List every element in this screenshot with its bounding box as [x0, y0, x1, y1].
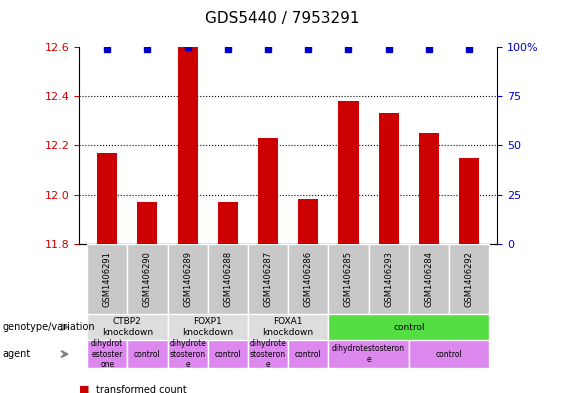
Text: GDS5440 / 7953291: GDS5440 / 7953291	[205, 11, 360, 26]
FancyBboxPatch shape	[248, 244, 288, 314]
FancyBboxPatch shape	[328, 244, 368, 314]
Text: transformed count: transformed count	[96, 385, 187, 393]
Bar	[298, 199, 318, 244]
Text: control: control	[134, 350, 161, 358]
Text: GSM1406284: GSM1406284	[424, 251, 433, 307]
Bar	[379, 114, 399, 244]
Text: GSM1406290: GSM1406290	[143, 251, 152, 307]
FancyBboxPatch shape	[408, 244, 449, 314]
Text: GSM1406287: GSM1406287	[263, 251, 272, 307]
FancyBboxPatch shape	[127, 244, 168, 314]
Text: GSM1406288: GSM1406288	[223, 251, 232, 307]
FancyBboxPatch shape	[328, 340, 408, 368]
FancyBboxPatch shape	[248, 340, 288, 368]
Bar	[218, 202, 238, 244]
Text: dihydrot
estoster
one: dihydrot estoster one	[91, 339, 123, 369]
FancyBboxPatch shape	[288, 244, 328, 314]
Text: GSM1406285: GSM1406285	[344, 251, 353, 307]
Text: GSM1406291: GSM1406291	[103, 251, 112, 307]
FancyBboxPatch shape	[127, 340, 168, 368]
FancyBboxPatch shape	[168, 314, 248, 340]
Bar	[419, 133, 439, 244]
FancyBboxPatch shape	[208, 244, 248, 314]
Text: GSM1406292: GSM1406292	[464, 251, 473, 307]
FancyBboxPatch shape	[87, 314, 168, 340]
Text: FOXP1
knockdown: FOXP1 knockdown	[182, 318, 233, 337]
FancyBboxPatch shape	[208, 340, 248, 368]
Bar	[338, 101, 359, 244]
Text: FOXA1
knockdown: FOXA1 knockdown	[263, 318, 314, 337]
FancyBboxPatch shape	[168, 244, 208, 314]
Text: control: control	[393, 323, 424, 332]
FancyBboxPatch shape	[248, 314, 328, 340]
FancyBboxPatch shape	[87, 244, 127, 314]
Bar	[177, 47, 198, 244]
FancyBboxPatch shape	[449, 244, 489, 314]
Bar	[258, 138, 278, 244]
Text: control: control	[215, 350, 241, 358]
Text: agent: agent	[3, 349, 31, 359]
Text: dihydrote
stosteron
e: dihydrote stosteron e	[250, 339, 286, 369]
Bar	[459, 158, 479, 244]
Text: dihydrote
stosteron
e: dihydrote stosteron e	[169, 339, 206, 369]
Text: CTBP2
knockdown: CTBP2 knockdown	[102, 318, 153, 337]
FancyBboxPatch shape	[168, 340, 208, 368]
FancyBboxPatch shape	[368, 244, 408, 314]
FancyBboxPatch shape	[328, 314, 489, 340]
Text: genotype/variation: genotype/variation	[3, 322, 95, 332]
Text: GSM1406293: GSM1406293	[384, 251, 393, 307]
Text: control: control	[436, 350, 462, 358]
FancyBboxPatch shape	[288, 340, 328, 368]
Text: GSM1406289: GSM1406289	[183, 251, 192, 307]
Bar	[137, 202, 158, 244]
Text: GSM1406286: GSM1406286	[304, 251, 313, 307]
Text: control: control	[295, 350, 321, 358]
Bar	[97, 153, 118, 244]
FancyBboxPatch shape	[408, 340, 489, 368]
Text: dihydrotestosteron
e: dihydrotestosteron e	[332, 344, 405, 364]
Text: ■: ■	[79, 385, 90, 393]
FancyBboxPatch shape	[87, 340, 127, 368]
